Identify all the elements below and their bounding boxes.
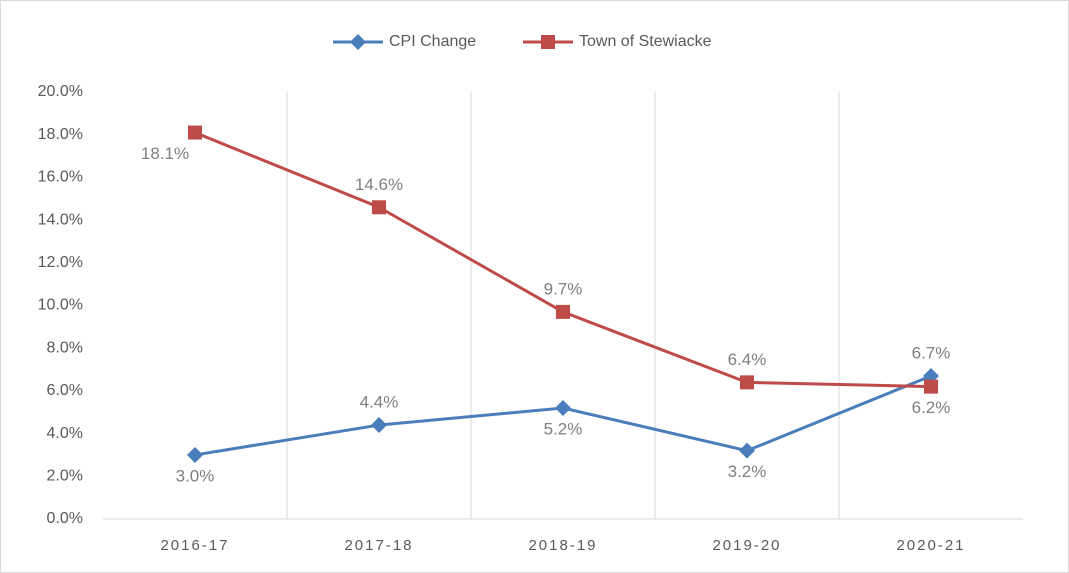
y-tick-label: 18.0% — [38, 126, 83, 143]
data-label: 9.7% — [544, 279, 583, 298]
x-tick-label: 2016-17 — [160, 537, 229, 554]
data-label: 5.2% — [544, 419, 583, 438]
y-tick-label: 10.0% — [38, 297, 83, 314]
x-tick-label: 2018-19 — [528, 537, 597, 554]
data-label: 18.1% — [141, 144, 189, 163]
x-tick-label: 2019-20 — [712, 537, 781, 554]
data-label: 6.2% — [912, 398, 951, 417]
point — [371, 417, 387, 434]
y-tick-label: 8.0% — [47, 339, 83, 356]
y-tick-label: 20.0% — [38, 83, 83, 100]
y-tick-label: 6.0% — [47, 382, 83, 399]
point — [372, 200, 386, 215]
y-tick-label: 0.0% — [47, 510, 83, 527]
point — [350, 34, 366, 50]
data-label: 3.2% — [728, 462, 767, 481]
legend-label: Town of Stewiacke — [579, 33, 712, 50]
data-label: 14.6% — [355, 175, 403, 194]
y-tick-label: 12.0% — [38, 254, 83, 271]
y-tick-label: 16.0% — [38, 169, 83, 186]
point — [187, 446, 203, 463]
point — [541, 35, 555, 49]
legend-label: CPI Change — [389, 33, 476, 50]
point — [188, 125, 202, 140]
point — [739, 442, 755, 459]
point — [555, 399, 571, 416]
point — [740, 375, 754, 390]
x-tick-label: 2020-21 — [896, 537, 965, 554]
data-label: 6.4% — [728, 350, 767, 369]
point — [924, 379, 938, 394]
y-tick-label: 4.0% — [47, 425, 83, 442]
x-tick-label: 2017-18 — [344, 537, 413, 554]
data-label: 3.0% — [176, 466, 215, 485]
data-label: 6.7% — [912, 343, 951, 362]
y-tick-label: 14.0% — [38, 211, 83, 228]
point — [556, 304, 570, 319]
y-tick-label: 2.0% — [47, 468, 83, 485]
data-label: 4.4% — [360, 393, 399, 412]
